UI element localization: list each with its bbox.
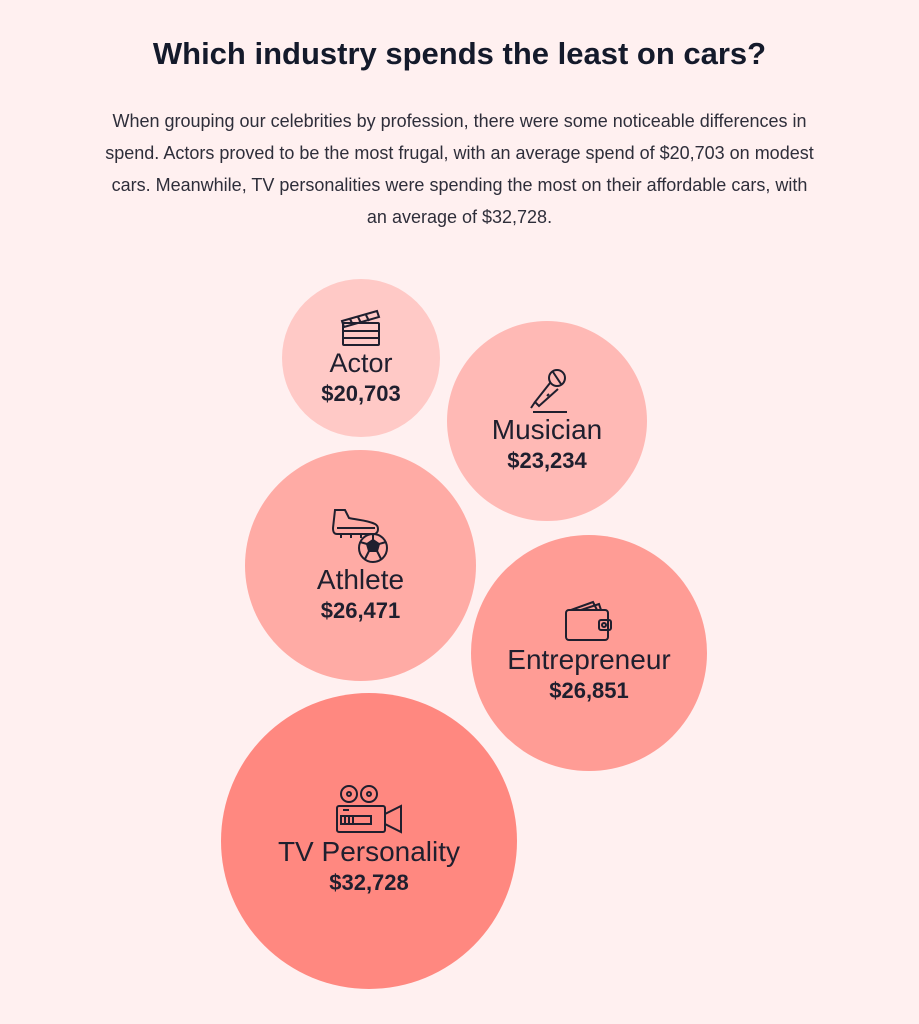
bubble-value: $23,234 <box>507 448 587 473</box>
film-camera-icon <box>336 785 402 834</box>
bubble-actor: Actor $20,703 <box>282 279 440 437</box>
bubble-label: Musician <box>491 414 603 445</box>
bubble-label: Actor <box>329 348 393 378</box>
bubble-value: $26,851 <box>549 678 629 703</box>
bubble-label: TV Personality <box>277 836 461 867</box>
microphone-icon <box>530 369 567 413</box>
bubble-label: Entrepreneur <box>507 644 671 675</box>
bubble-value: $20,703 <box>321 381 401 406</box>
football-boot-icon <box>331 508 388 563</box>
page-title: Which industry spends the least on cars? <box>152 36 767 71</box>
intro-paragraph: When grouping our celebrities by profess… <box>105 111 814 227</box>
bubble-athlete: Athlete $26,471 <box>245 450 476 681</box>
clapperboard-icon <box>340 309 381 346</box>
bubble-musician: Musician $23,234 <box>447 321 647 521</box>
bubble-label: Athlete <box>316 563 405 595</box>
bubble-value: $26,471 <box>320 597 401 623</box>
bubble-tv-personality: TV Personality $32,728 <box>221 693 517 989</box>
bubble-entrepreneur: Entrepreneur $26,851 <box>471 535 707 771</box>
bubble-value: $32,728 <box>329 870 409 895</box>
wallet-icon <box>565 600 612 641</box>
